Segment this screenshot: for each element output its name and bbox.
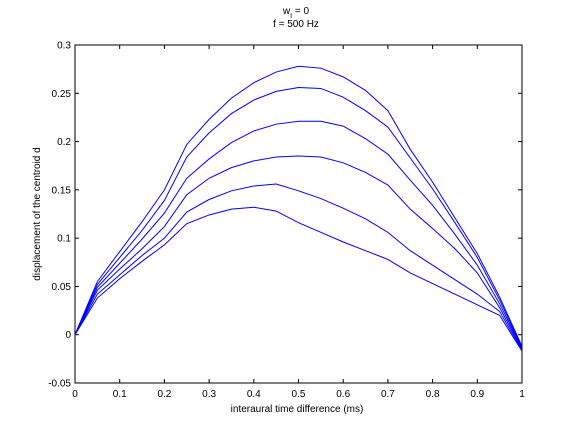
series-line-2: [74, 86, 523, 348]
title-rest: = 0: [292, 6, 309, 17]
series-line-1: [74, 65, 523, 347]
x-axis-label: interaural time difference (ms): [231, 404, 364, 415]
title-main: w: [282, 6, 291, 17]
x-tick-label: 0.4: [247, 389, 261, 400]
y-tick-label: 0.1: [57, 234, 71, 245]
x-tick-label: 0.8: [426, 389, 440, 400]
y-axis-label: displacement of the centroid d: [32, 147, 43, 280]
title-subscript: I: [290, 13, 292, 20]
chart-title-line1: wI = 0: [282, 6, 310, 20]
x-tick-label: 1: [519, 389, 525, 400]
x-tick-label: 0.3: [202, 389, 216, 400]
x-tick-label: 0.7: [381, 389, 395, 400]
series-line-4: [74, 155, 523, 350]
x-tick-label: 0.6: [336, 389, 350, 400]
x-tick-label: 0.2: [157, 389, 171, 400]
y-tick-label: -0.05: [48, 379, 71, 390]
y-tick-label: 0: [65, 330, 71, 341]
x-tick-label: 0.5: [292, 389, 306, 400]
x-tick-label: 0: [72, 389, 78, 400]
axes-box: [74, 44, 523, 384]
y-tick-label: 0.15: [52, 185, 72, 196]
plot-area: 0 0.1 0.2 0.3 0.4 0.5 0.6 0.7 0.8 0.9 1-0.0500.050…: [48, 41, 525, 401]
y-tick-label: 0.3: [57, 41, 71, 52]
y-tick-label: 0.25: [52, 89, 72, 100]
y-tick-label: 0.2: [57, 137, 71, 148]
chart-title-line2: f = 500 Hz: [273, 19, 319, 30]
series-line-5: [74, 183, 523, 351]
y-tick-label: 0.05: [52, 282, 72, 293]
x-tick-label: 0.1: [113, 389, 127, 400]
series-line-3: [74, 120, 523, 349]
series-line-6: [74, 206, 523, 352]
x-tick-label: 0.9: [470, 389, 484, 400]
